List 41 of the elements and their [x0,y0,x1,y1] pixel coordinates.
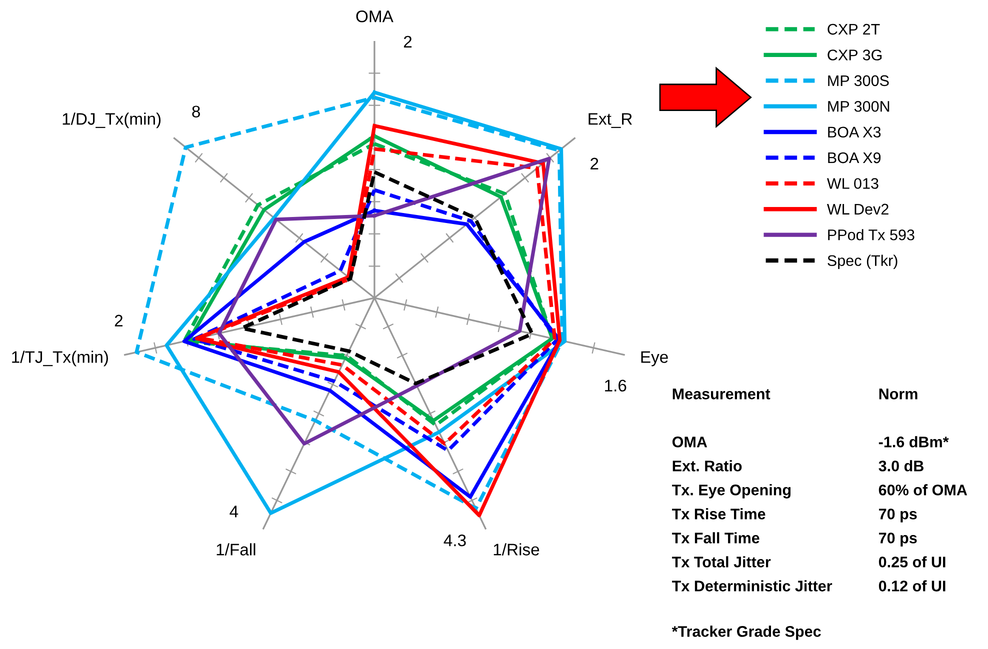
text: Norm [879,388,918,400]
text: Tx. Eye Opening [672,484,791,498]
legend-label: MP 300N [828,100,890,112]
text: 0.12 of UI [878,580,946,592]
text: OMA [672,436,708,448]
legend-label: BOA X9 [828,152,881,164]
legend-label: WL 013 [826,178,878,189]
text: Measurement [672,388,770,400]
text: Ext. Ratio [672,460,742,472]
spoke-label: 1/Rise [494,543,540,556]
text: Tx Deterministic Jitter [672,580,832,592]
text: Tx Fall Time [672,532,760,544]
text: 70 ps [878,508,917,522]
text: Tx Total Jitter [672,556,771,568]
legend-label: PPod Tx 593 [828,229,914,240]
spoke-label: 1/DJ_Tx(min) [62,112,161,128]
text: 2 [590,158,598,170]
text: 4 [230,506,238,518]
legend-label: Spec (Tkr) [828,254,898,270]
legend-label: CXP 3G [828,50,882,60]
text: 2 [404,36,412,48]
text: 4.3 [444,534,466,546]
spoke-label: OMA [356,10,394,22]
text: -1.6 dBm* [878,436,949,448]
legend-label: MP 300S [828,75,889,86]
spoke-label: 1/TJ_Tx(min) [12,350,108,366]
text: 60% of OMA [878,484,968,496]
text: 0.25 of UI [878,556,946,568]
text: 2 [114,314,123,326]
text: 1.6 [605,380,626,392]
text: 70 ps [878,532,917,546]
text: Tx Rise Time [672,508,766,520]
legend-label: CXP 2T [828,24,880,35]
legend-label: WL Dev2 [826,204,888,215]
text: 3.0 dB [878,460,924,472]
spoke-label: Ext_R [588,113,632,128]
spoke-label: 1/Fall [216,543,256,556]
text: *Tracker Grade Spec [672,626,821,640]
spoke-label: Eye [641,351,668,366]
text: 8 [192,106,200,118]
legend-label: BOA X3 [828,126,881,138]
